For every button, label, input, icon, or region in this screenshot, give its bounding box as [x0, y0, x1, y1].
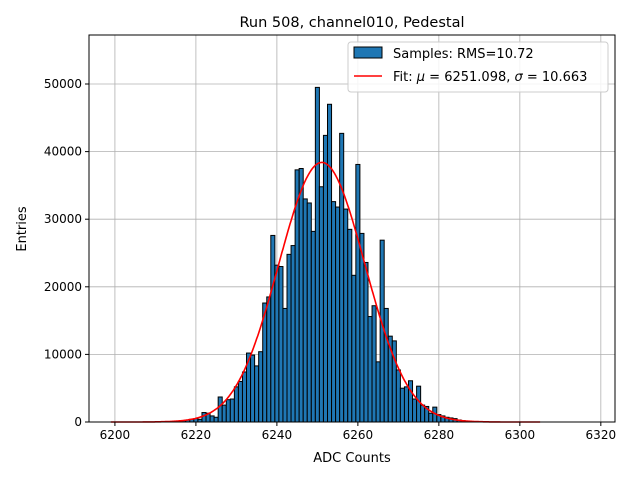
legend-samples-swatch — [353, 46, 383, 59]
histogram-bar — [351, 274, 357, 423]
legend-samples-label: Samples: RMS=10.72 — [393, 47, 534, 62]
histogram-bar — [327, 103, 333, 423]
histogram-bar — [399, 387, 405, 423]
histogram-bar — [302, 198, 308, 423]
y-tick-label: 30000 — [44, 212, 82, 226]
histogram-bar — [298, 168, 304, 423]
x-axis-label: ADC Counts — [313, 451, 391, 466]
histogram-bar — [347, 228, 353, 423]
histogram-bar — [229, 398, 235, 423]
histogram-bar — [306, 202, 312, 423]
histogram-bar — [254, 365, 260, 423]
y-axis-ticks: 0 10000 20000 30000 40000 50000 — [44, 77, 89, 429]
x-tick-label: 6280 — [424, 428, 455, 442]
histogram-bar — [420, 404, 426, 423]
histogram-bar — [367, 316, 373, 423]
histogram-bar — [318, 186, 324, 423]
fit-curve — [110, 161, 541, 423]
mu-value: = 6251.098, — [425, 70, 514, 85]
histogram-bar — [355, 163, 361, 423]
x-axis-ticks: 6200 6220 6240 6260 6280 6300 6320 — [100, 422, 616, 442]
histogram-bar — [314, 86, 320, 423]
histogram-bar — [270, 234, 276, 423]
histogram-bar — [371, 305, 377, 423]
y-axis-label: Entries — [15, 206, 30, 252]
histogram-bar — [428, 412, 434, 423]
x-tick-label: 6320 — [586, 428, 617, 442]
mu-symbol: μ — [416, 70, 425, 85]
histogram-bar — [339, 132, 345, 423]
y-tick-label: 20000 — [44, 280, 82, 294]
histogram-bar — [278, 266, 284, 423]
x-tick-label: 6220 — [181, 428, 212, 442]
y-tick-label: 0 — [74, 415, 82, 429]
x-tick-label: 6300 — [505, 428, 536, 442]
histogram-bar — [233, 386, 239, 423]
histogram-bar — [395, 369, 401, 423]
histogram-bar — [201, 412, 207, 423]
histogram-bar — [331, 201, 337, 423]
histogram-bar — [375, 361, 381, 423]
histogram-bar — [221, 404, 227, 423]
x-tick-label: 6260 — [343, 428, 374, 442]
y-tick-label: 10000 — [44, 347, 82, 361]
histogram-bar — [274, 264, 280, 423]
histogram-bar — [412, 398, 418, 423]
histogram-bar — [209, 415, 215, 423]
histogram-bar — [250, 354, 256, 423]
chart-title: Run 508, channel010, Pedestal — [239, 15, 464, 31]
histogram-bar — [213, 416, 219, 423]
histogram-bar — [286, 253, 292, 423]
sigma-value: = 10.663 — [523, 70, 588, 85]
histogram-bar — [290, 245, 296, 423]
legend: Samples: RMS=10.72 Fit: μ = 6251.098, σ … — [347, 41, 609, 93]
histogram-bar — [241, 371, 248, 423]
fit-prefix: Fit: — [393, 70, 417, 85]
histogram-bar — [282, 307, 288, 423]
histogram-bar — [343, 208, 349, 423]
histogram-bar — [383, 307, 389, 423]
plot-frame — [88, 34, 616, 423]
histogram-bar — [359, 232, 365, 423]
histogram-bars — [177, 86, 470, 423]
histogram-bar — [258, 351, 264, 423]
y-tick-label: 40000 — [44, 145, 82, 159]
histogram-bar — [403, 386, 409, 423]
histogram-bar — [266, 296, 272, 423]
x-tick-label: 6240 — [262, 428, 293, 442]
histogram-bar — [237, 380, 243, 423]
histogram-bar — [416, 385, 422, 423]
x-tick-label: 6200 — [100, 428, 131, 442]
sigma-symbol: σ — [515, 70, 524, 85]
legend-box — [347, 41, 609, 93]
histogram-bar — [225, 399, 231, 423]
histogram-bar — [335, 206, 341, 423]
histogram-bar — [363, 261, 369, 423]
legend-fit-label: Fit: μ = 6251.098, σ = 10.663 — [393, 70, 587, 85]
histogram-bar — [217, 396, 223, 423]
histogram-bar — [310, 230, 316, 423]
histogram-bar — [322, 134, 329, 423]
y-tick-label: 50000 — [44, 77, 82, 91]
